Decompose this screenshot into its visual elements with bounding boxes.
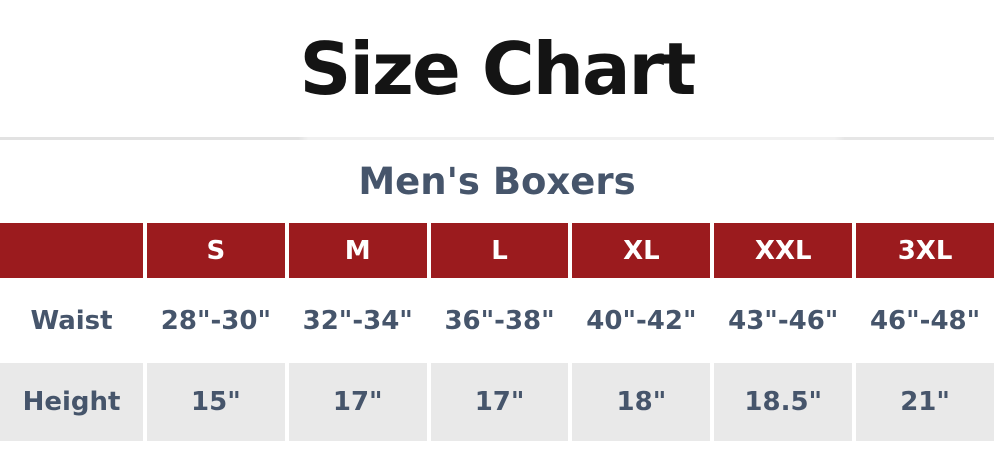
waist-value-s: 28"-30" — [147, 278, 285, 363]
waist-value-l: 36"-38" — [430, 278, 569, 363]
waist-value-3xl: 46"-48" — [856, 278, 994, 363]
title-band: Size Chart — [0, 0, 994, 137]
header-cell-s: S — [147, 223, 285, 278]
page-title: Size Chart — [299, 26, 697, 111]
header-cell-3xl: 3XL — [856, 223, 994, 278]
height-value-3xl: 21" — [856, 363, 994, 441]
height-value-m: 17" — [288, 363, 427, 441]
table-subtitle: Men's Boxers — [358, 160, 636, 203]
height-value-xl: 18" — [572, 363, 711, 441]
header-cell-xxl: XXL — [714, 223, 853, 278]
waist-value-xxl: 43"-46" — [714, 278, 853, 363]
header-cell-blank — [0, 223, 143, 278]
size-chart-table: S M L XL XXL 3XL Waist 28"-30" 32"-34" 3… — [0, 223, 994, 441]
waist-value-m: 32"-34" — [288, 278, 427, 363]
subtitle-band: Men's Boxers — [0, 140, 994, 223]
header-cell-xl: XL — [572, 223, 711, 278]
row-label-waist: Waist — [0, 278, 143, 363]
waist-value-xl: 40"-42" — [572, 278, 711, 363]
row-label-height: Height — [0, 363, 143, 441]
height-value-l: 17" — [430, 363, 569, 441]
header-cell-l: L — [430, 223, 569, 278]
section-divider — [0, 137, 994, 140]
header-cell-m: M — [288, 223, 427, 278]
height-value-s: 15" — [147, 363, 285, 441]
height-value-xxl: 18.5" — [714, 363, 853, 441]
